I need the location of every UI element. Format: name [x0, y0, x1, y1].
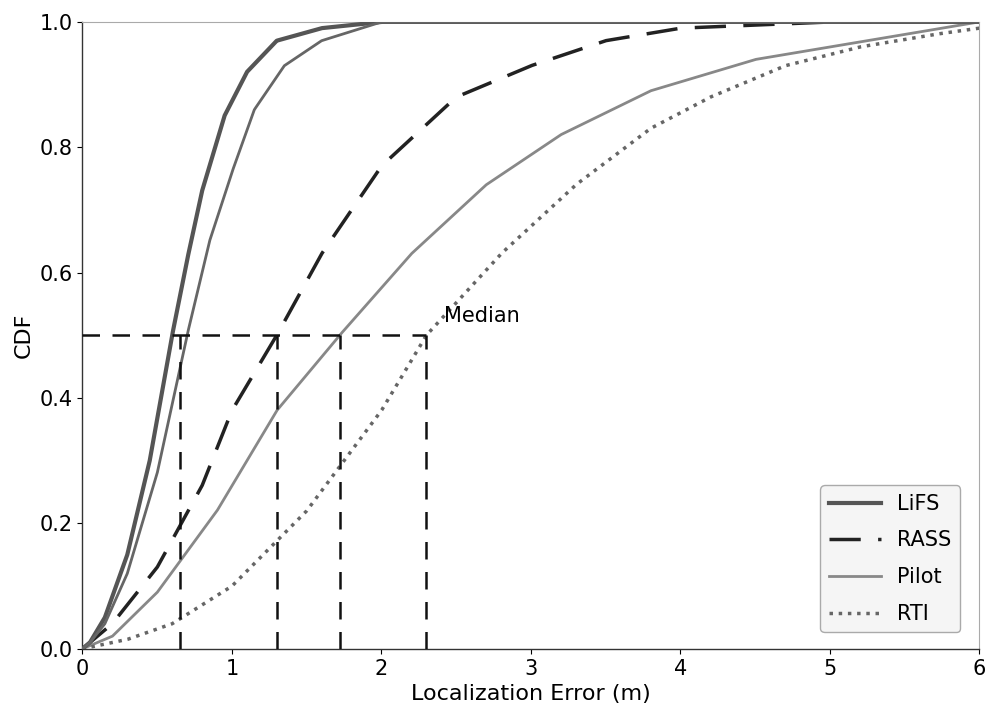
Y-axis label: CDF: CDF [14, 312, 34, 358]
Legend: LiFS, RASS, Pilot, RTI: LiFS, RASS, Pilot, RTI [820, 485, 960, 632]
X-axis label: Localization Error (m): Localization Error (m) [411, 684, 651, 704]
Text: Median: Median [444, 306, 520, 326]
